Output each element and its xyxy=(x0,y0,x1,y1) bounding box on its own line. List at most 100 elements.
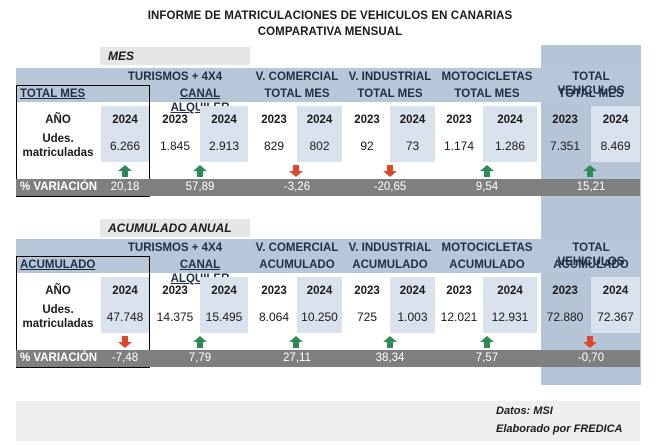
footer-panel xyxy=(16,401,640,441)
acumulado-header-total: TOTAL VEHICULOS xyxy=(557,242,625,268)
data-source: Datos: MSI xyxy=(496,405,553,417)
mensual-header-industrial-sub: TOTAL MES xyxy=(357,88,423,100)
cell-bg xyxy=(297,106,342,162)
section-label-acumulado: ACUMULADO ANUAL xyxy=(100,219,250,237)
arrow-up-icon xyxy=(583,164,597,182)
variation-label: % VARIACIÓN xyxy=(20,352,98,364)
mensual-header-moto-sub: TOTAL MES xyxy=(454,88,520,100)
acumulado-header-moto-sub: ACUMULADO xyxy=(449,259,525,271)
udes-label: Udes. xyxy=(42,133,74,145)
arrow-down-icon xyxy=(118,335,132,353)
variation-value: 27,11 xyxy=(283,352,311,364)
mensual-header-moto: MOTOCICLETAS xyxy=(441,71,533,83)
mensual-header-total-sub: TOTAL MES xyxy=(558,88,624,100)
cell-bg xyxy=(200,106,248,162)
variation-value: 38,34 xyxy=(375,352,405,364)
year-cell: 2024 xyxy=(602,285,629,297)
year-cell: 2024 xyxy=(112,285,138,297)
acumulado-header-comercial-sub: ACUMULADO xyxy=(259,259,335,271)
value-cell: 10.250 xyxy=(301,310,338,324)
acumulado-header-moto: MOTOCICLETAS xyxy=(441,242,533,254)
udes-label: Udes. xyxy=(42,304,74,316)
mensual-focus-box xyxy=(16,85,150,197)
year-cell: 2023 xyxy=(354,285,380,297)
cell-bg xyxy=(591,106,640,162)
value-cell: 1.003 xyxy=(397,310,428,324)
year-label: AÑO xyxy=(45,114,71,126)
arrow-up-icon xyxy=(383,335,397,353)
mensual-header-comercial: V. COMERCIAL xyxy=(255,71,339,83)
value-cell: 1.286 xyxy=(494,139,526,153)
arrow-down-icon xyxy=(289,164,303,182)
cell-bg xyxy=(297,277,342,333)
arrow-up-icon xyxy=(118,164,132,182)
arrow-up-icon xyxy=(193,164,207,182)
cell-bg xyxy=(591,277,640,333)
year-cell: 2023 xyxy=(261,114,287,126)
value-cell: 73 xyxy=(405,139,420,153)
variation-value: -7,48 xyxy=(111,352,139,364)
mensual-header-comercial-sub: TOTAL MES xyxy=(264,88,330,100)
acumulado-header-industrial-sub: ACUMULADO xyxy=(352,259,428,271)
udes-label-2: matriculadas xyxy=(22,147,94,159)
report-subtitle: COMPARATIVA MENSUAL xyxy=(257,26,403,38)
variation-value: 15,21 xyxy=(576,181,606,193)
value-cell: 12.021 xyxy=(440,310,478,324)
mensual-header-industrial: V. INDUSTRIAL xyxy=(348,71,432,83)
variation-value: 57,89 xyxy=(185,181,215,193)
year-cell: 2023 xyxy=(261,285,287,297)
value-cell: 14.375 xyxy=(156,310,194,324)
year-cell: 2024 xyxy=(112,114,138,126)
value-cell: 47.748 xyxy=(106,310,144,324)
value-cell: 1.174 xyxy=(443,139,475,153)
value-cell: 1.845 xyxy=(159,139,191,153)
variation-value: 20,18 xyxy=(110,181,140,193)
mensual-row-label: TOTAL MES xyxy=(20,88,86,100)
year-cell: 2023 xyxy=(446,114,472,126)
value-cell: 8.064 xyxy=(258,310,290,324)
udes-label-2: matriculadas xyxy=(22,318,94,330)
year-cell: 2024 xyxy=(399,114,426,126)
report-title: INFORME DE MATRICULACIONES DE VEHICULOS … xyxy=(147,10,513,22)
value-cell: 72.367 xyxy=(597,310,634,324)
mensual-header-turismos: TURISMOS + 4X4 xyxy=(127,71,223,83)
cell-bg xyxy=(101,277,149,333)
arrow-up-icon xyxy=(480,335,494,353)
value-cell: 15.495 xyxy=(205,310,243,324)
value-cell: 8.469 xyxy=(600,139,631,153)
cell-bg xyxy=(101,106,149,162)
year-label: AÑO xyxy=(45,285,71,297)
year-cell: 2023 xyxy=(552,285,578,297)
year-cell: 2023 xyxy=(162,114,188,126)
acumulado-header-comercial: V. COMERCIAL xyxy=(255,242,339,254)
arrow-down-icon xyxy=(383,164,397,182)
section-label-mes: MES xyxy=(100,47,250,65)
year-cell: 2024 xyxy=(306,114,333,126)
year-cell: 2024 xyxy=(602,114,629,126)
arrow-up-icon xyxy=(289,335,303,353)
arrow-up-icon xyxy=(193,335,207,353)
value-cell: 802 xyxy=(309,139,330,153)
arrow-up-icon xyxy=(480,164,494,182)
year-cell: 2023 xyxy=(162,285,188,297)
cell-bg xyxy=(200,277,248,333)
cell-bg xyxy=(483,106,537,162)
variation-label: % VARIACIÓN xyxy=(20,181,98,193)
year-cell: 2024 xyxy=(399,285,426,297)
year-cell: 2024 xyxy=(306,285,333,297)
year-cell: 2024 xyxy=(497,114,523,126)
cell-bg xyxy=(390,277,435,333)
year-cell: 2024 xyxy=(497,285,523,297)
value-cell: 829 xyxy=(263,139,285,153)
acumulado-row-label: ACUMULADO xyxy=(20,259,96,271)
value-cell: 7.351 xyxy=(549,139,581,153)
acumulado-header-industrial: V. INDUSTRIAL xyxy=(348,242,432,254)
author-credit: Elaborado por FREDICA xyxy=(496,423,623,435)
mensual-header-total: TOTAL VEHICULOS xyxy=(557,71,625,97)
variation-value: -3,26 xyxy=(283,181,311,193)
variation-value: 7,57 xyxy=(475,352,499,364)
arrow-down-icon xyxy=(583,335,597,353)
year-cell: 2023 xyxy=(446,285,472,297)
variation-value: 7,79 xyxy=(188,352,212,364)
acumulado-header-turismos: TURISMOS + 4X4 xyxy=(127,242,223,254)
